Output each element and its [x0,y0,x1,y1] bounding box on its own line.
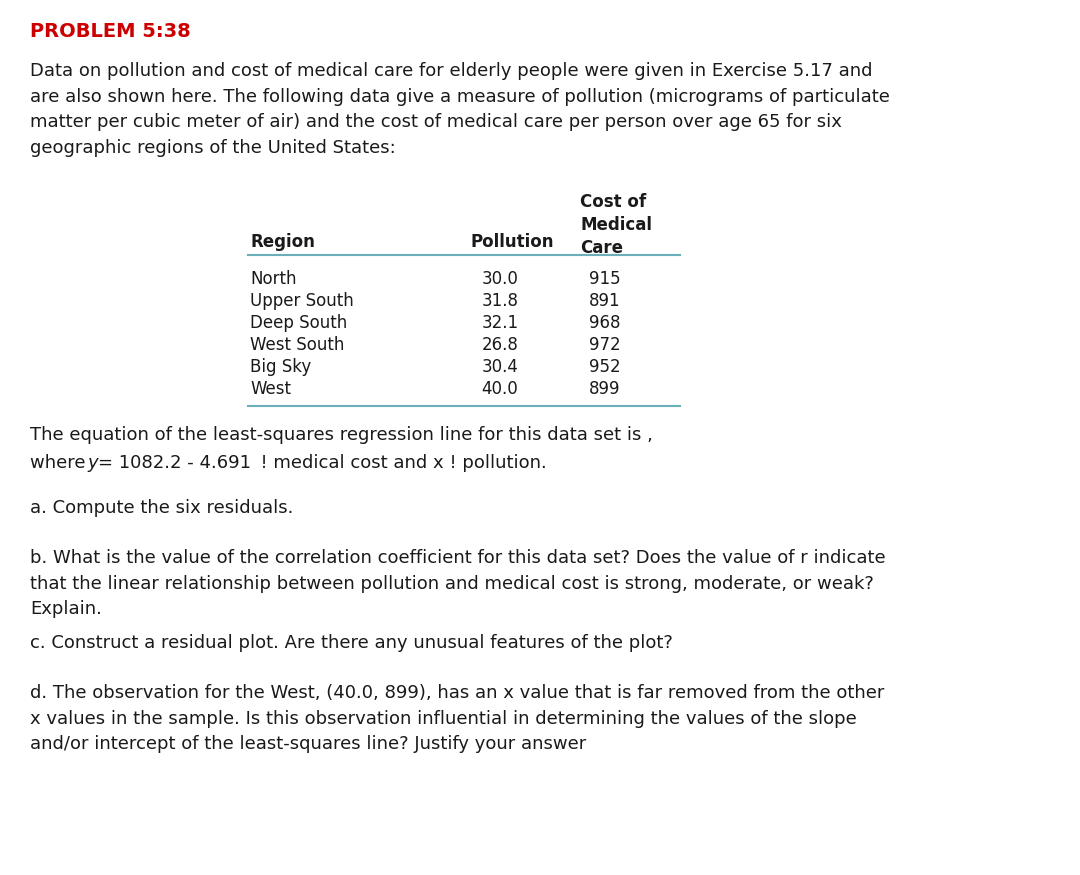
Text: Upper South: Upper South [249,292,354,310]
Text: a. Compute the six residuals.: a. Compute the six residuals. [30,499,294,517]
Text: d. The observation for the West, (40.0, 899), has an x value that is far removed: d. The observation for the West, (40.0, … [30,684,885,753]
Text: Data on pollution and cost of medical care for elderly people were given in Exer: Data on pollution and cost of medical ca… [30,62,890,158]
Text: North: North [249,270,297,288]
Text: 891: 891 [590,292,621,310]
Text: 952: 952 [590,358,621,376]
Text: 40.0: 40.0 [482,380,518,398]
Text: PROBLEM 5:38: PROBLEM 5:38 [30,22,191,41]
Text: 31.8: 31.8 [482,292,518,310]
Text: = 1082.2 - 4.691  ! medical cost and x ! pollution.: = 1082.2 - 4.691 ! medical cost and x ! … [98,454,546,472]
Text: 968: 968 [590,314,621,332]
Text: Big Sky: Big Sky [249,358,311,376]
Text: Cost of
Medical
Care: Cost of Medical Care [580,193,652,256]
Text: 30.4: 30.4 [482,358,518,376]
Text: 972: 972 [590,336,621,354]
Text: where: where [30,454,91,472]
Text: 30.0: 30.0 [482,270,518,288]
Text: c. Construct a residual plot. Are there any unusual features of the plot?: c. Construct a residual plot. Are there … [30,634,673,652]
Text: 32.1: 32.1 [482,314,518,332]
Text: y: y [87,454,97,472]
Text: The equation of the least-squares regression line for this data set is ,: The equation of the least-squares regres… [30,426,653,444]
Text: Pollution: Pollution [470,233,554,251]
Text: 899: 899 [590,380,621,398]
Text: Deep South: Deep South [249,314,348,332]
Text: West: West [249,380,291,398]
Text: West South: West South [249,336,345,354]
Text: 915: 915 [590,270,621,288]
Text: b. What is the value of the correlation coefficient for this data set? Does the : b. What is the value of the correlation … [30,549,886,619]
Text: 26.8: 26.8 [482,336,518,354]
Text: Region: Region [249,233,315,251]
